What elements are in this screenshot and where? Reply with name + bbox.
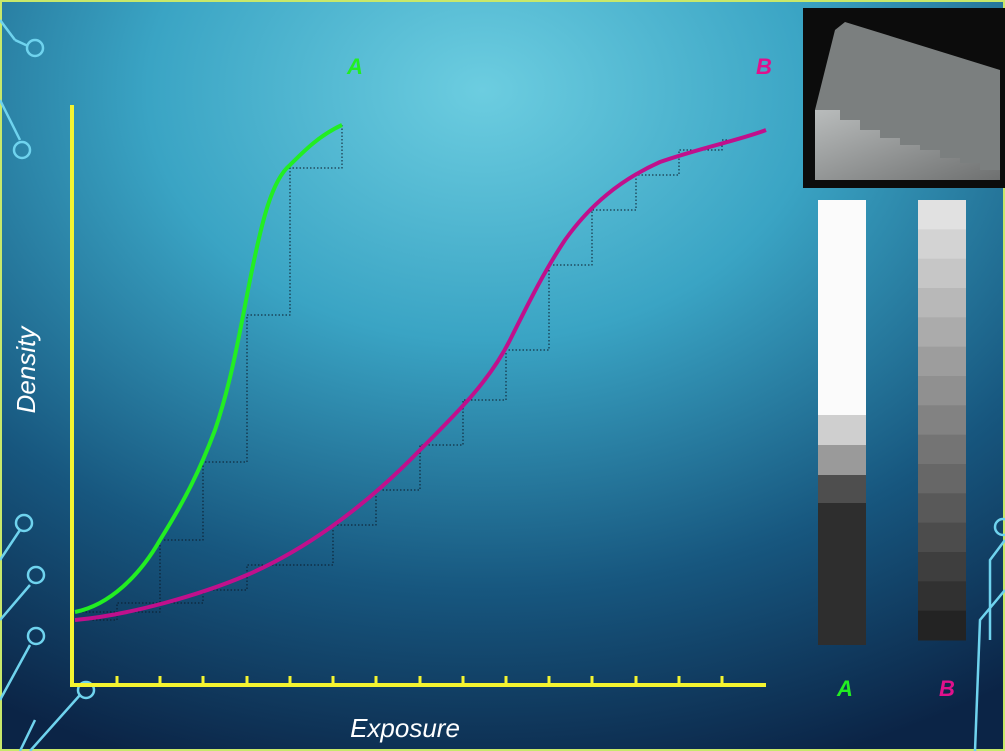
- strip-step: [818, 445, 866, 475]
- strip-b-label: B: [939, 676, 955, 701]
- curve-b-label: B: [756, 54, 772, 79]
- strip-step: [918, 523, 966, 553]
- strip-step: [918, 259, 966, 289]
- strip-step: [918, 376, 966, 406]
- step-wedge-photo: [803, 8, 1005, 188]
- strip-step: [818, 415, 866, 445]
- strip-a-label: A: [836, 676, 853, 701]
- strip-step: [918, 581, 966, 611]
- strip-step: [818, 503, 866, 645]
- strip-step: [918, 493, 966, 523]
- curve-a-label: A: [346, 54, 363, 79]
- strip-step: [918, 611, 966, 641]
- strip-step: [918, 288, 966, 318]
- x-axis-title: Exposure: [350, 713, 460, 743]
- strip-step: [918, 200, 966, 230]
- strip-b: [918, 200, 966, 641]
- strip-step: [918, 347, 966, 377]
- y-axis-title: Density: [11, 325, 41, 414]
- strip-step: [918, 464, 966, 494]
- slide: A B Density Exposure A B: [0, 0, 1005, 751]
- strip-step: [818, 475, 866, 503]
- strip-step: [918, 552, 966, 582]
- strip-step: [918, 229, 966, 259]
- strip-step: [918, 435, 966, 465]
- strip-step: [918, 405, 966, 435]
- page: {"curve_labels": {"a": "A", "b": "B"}, "…: [0, 0, 1005, 751]
- strip-step: [818, 200, 866, 415]
- strip-a: [818, 200, 866, 645]
- strip-step: [918, 317, 966, 347]
